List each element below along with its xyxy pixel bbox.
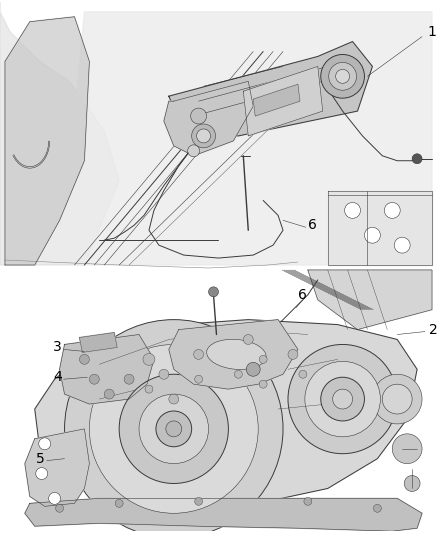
Circle shape: [143, 353, 155, 365]
Circle shape: [124, 374, 134, 384]
Circle shape: [321, 54, 364, 98]
Polygon shape: [74, 12, 432, 265]
Circle shape: [336, 69, 350, 83]
Circle shape: [288, 344, 397, 454]
Circle shape: [288, 350, 298, 359]
Circle shape: [234, 370, 242, 378]
Circle shape: [194, 375, 203, 383]
Text: 6: 6: [308, 219, 317, 232]
Circle shape: [321, 377, 364, 421]
Circle shape: [345, 203, 360, 219]
Circle shape: [246, 362, 260, 376]
Polygon shape: [164, 82, 253, 156]
Circle shape: [259, 380, 267, 388]
Circle shape: [384, 203, 400, 219]
Text: 2: 2: [429, 322, 438, 336]
Polygon shape: [169, 320, 298, 389]
Text: 5: 5: [36, 451, 45, 466]
Circle shape: [145, 385, 153, 393]
Circle shape: [299, 370, 307, 378]
Polygon shape: [60, 335, 154, 404]
Circle shape: [169, 394, 179, 404]
Polygon shape: [328, 190, 432, 265]
Circle shape: [36, 467, 48, 480]
Circle shape: [159, 369, 169, 379]
Circle shape: [197, 129, 211, 143]
Circle shape: [119, 374, 228, 483]
Circle shape: [364, 227, 380, 243]
Circle shape: [104, 389, 114, 399]
Circle shape: [333, 389, 353, 409]
Polygon shape: [25, 498, 422, 531]
Text: 4: 4: [53, 370, 62, 384]
Circle shape: [166, 421, 182, 437]
Circle shape: [373, 504, 381, 512]
Text: 3: 3: [53, 341, 62, 354]
Polygon shape: [169, 42, 372, 136]
Circle shape: [382, 384, 412, 414]
Circle shape: [188, 145, 200, 157]
Text: 6: 6: [298, 288, 307, 302]
Circle shape: [243, 335, 253, 344]
Circle shape: [64, 320, 283, 533]
Polygon shape: [0, 2, 119, 265]
Circle shape: [191, 108, 207, 124]
Circle shape: [412, 154, 422, 164]
Polygon shape: [35, 320, 417, 508]
Circle shape: [194, 497, 203, 505]
Polygon shape: [5, 17, 89, 265]
Circle shape: [372, 374, 422, 424]
Circle shape: [404, 475, 420, 491]
Circle shape: [79, 354, 89, 365]
Circle shape: [305, 361, 380, 437]
Polygon shape: [25, 429, 89, 506]
Polygon shape: [79, 333, 117, 352]
Polygon shape: [253, 84, 300, 116]
Circle shape: [394, 237, 410, 253]
Circle shape: [115, 499, 123, 507]
Polygon shape: [308, 270, 432, 329]
Circle shape: [139, 394, 208, 464]
Circle shape: [328, 62, 357, 90]
Circle shape: [39, 438, 51, 450]
Circle shape: [49, 492, 60, 504]
Circle shape: [392, 434, 422, 464]
Ellipse shape: [207, 340, 266, 369]
Circle shape: [192, 124, 215, 148]
Polygon shape: [243, 67, 323, 136]
Circle shape: [89, 374, 99, 384]
Circle shape: [194, 350, 204, 359]
Circle shape: [304, 497, 312, 505]
Circle shape: [89, 344, 258, 513]
Circle shape: [208, 287, 219, 297]
Text: 1: 1: [427, 25, 436, 38]
Circle shape: [156, 411, 192, 447]
Circle shape: [259, 356, 267, 364]
Circle shape: [56, 504, 64, 512]
